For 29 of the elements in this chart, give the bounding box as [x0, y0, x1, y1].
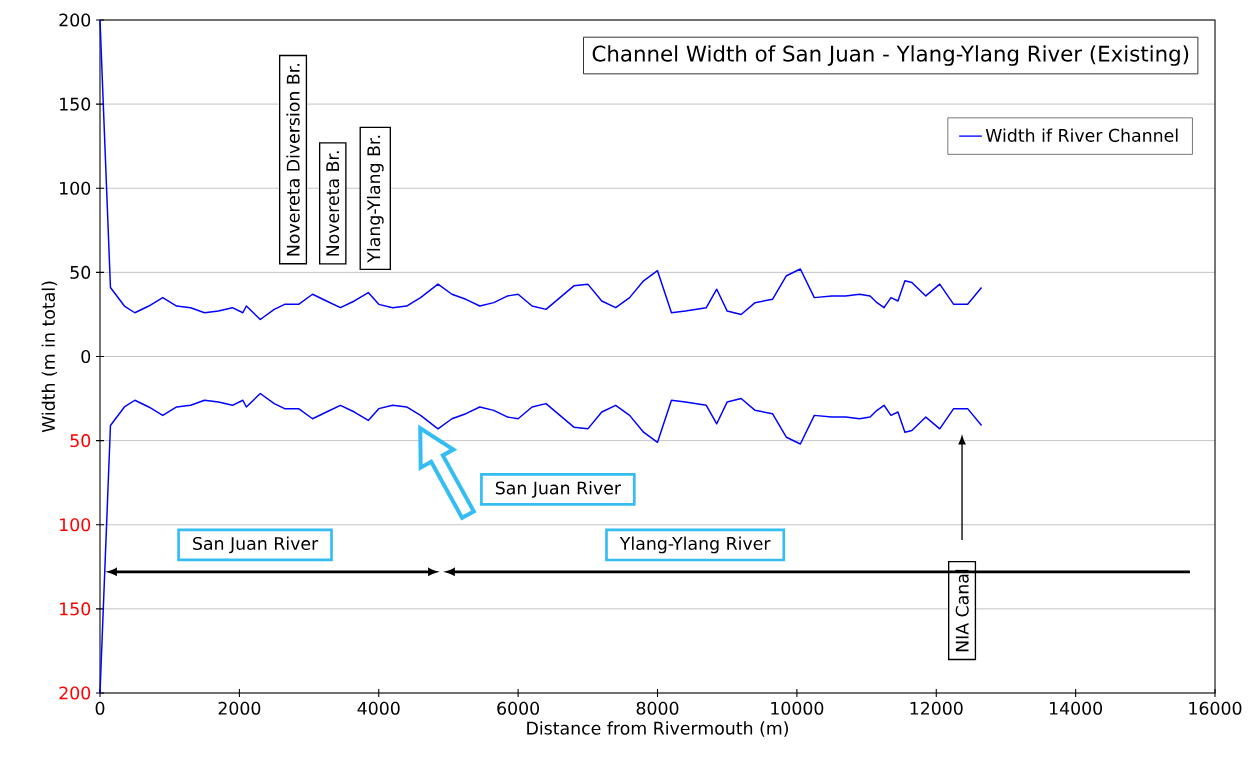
- x-tick-label: 8000: [636, 701, 679, 715]
- y-tick-label: 200: [59, 686, 91, 700]
- y-tick-label: 50: [70, 434, 91, 448]
- y-tick-label: 150: [60, 602, 91, 616]
- x-tick-label: 2000: [218, 701, 261, 715]
- x-tick-label: 6000: [497, 701, 540, 715]
- y-axis-title: Width (m in total): [41, 281, 58, 433]
- annotation: Novereta Diversion Br.: [286, 64, 300, 256]
- annotation: San Juan River: [495, 481, 621, 498]
- y-tick-label: 50: [70, 265, 91, 279]
- annotation: Ylang-Ylang River: [619, 536, 771, 554]
- annotation: San Juan River: [193, 536, 319, 554]
- annotation: Novereta Br.: [326, 151, 340, 256]
- y-tick-label: 0: [81, 349, 91, 364]
- y-tick-label: 200: [59, 13, 91, 27]
- x-axis-title: Distance from Rivermouth (m): [527, 721, 788, 737]
- text: Channel Width of San Juan - Ylang-Ylang River (Existing): [592, 45, 1189, 66]
- x-tick-label: 10000: [771, 701, 824, 715]
- y-tick-label: 150: [60, 97, 91, 111]
- x-tick-label: 16000: [1189, 701, 1242, 715]
- y-tick-label: 100: [60, 518, 91, 532]
- y-tick-label: 100: [60, 181, 91, 195]
- x-tick-label: 4000: [357, 701, 400, 715]
- annotation: Ylang-Ylang Br.: [366, 135, 384, 263]
- annotation: NIA Canal: [955, 569, 969, 652]
- x-tick-label: 0: [95, 701, 105, 715]
- legend-label: Width if River Channel: [985, 128, 1178, 142]
- x-tick-label: 14000: [1049, 701, 1103, 715]
- x-tick-label: 12000: [910, 701, 963, 715]
